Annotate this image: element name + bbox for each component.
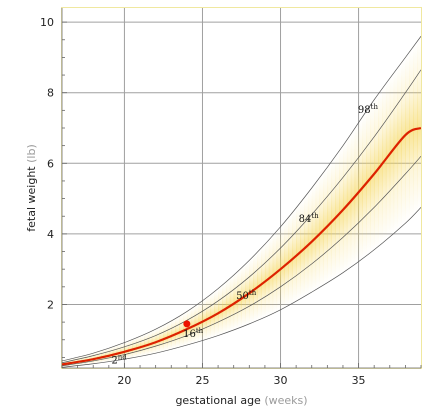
chart-marks: 2nd 16th 50th 84th 98th bbox=[111, 103, 378, 367]
tick-labels: 20 25 30 35 2 4 6 8 10 bbox=[40, 16, 422, 387]
band-strip bbox=[159, 325, 164, 352]
band-strip bbox=[296, 204, 301, 300]
band-strip bbox=[389, 75, 395, 235]
y-tick-label: 2 bbox=[47, 298, 54, 311]
percentile-line-2nd bbox=[62, 207, 421, 368]
band-strip bbox=[397, 65, 402, 229]
band-strip bbox=[393, 70, 399, 232]
band-strip bbox=[229, 276, 235, 331]
percentile-label: 2nd bbox=[111, 354, 127, 367]
band-strip bbox=[233, 272, 239, 329]
band-strip bbox=[163, 323, 168, 351]
band-strip bbox=[303, 195, 309, 296]
y-tick-label: 10 bbox=[40, 16, 54, 29]
band-strip bbox=[136, 336, 141, 357]
highlight-point bbox=[183, 320, 191, 328]
band-strip bbox=[378, 91, 383, 245]
y-tick-label: 8 bbox=[47, 87, 54, 100]
x-tick-label: 30 bbox=[274, 374, 288, 387]
median-line bbox=[62, 126, 421, 366]
band-strip bbox=[202, 298, 207, 340]
band-strip bbox=[300, 200, 305, 298]
percentile-label: 50th bbox=[236, 289, 257, 302]
band-strip bbox=[225, 279, 231, 332]
band-strip bbox=[143, 333, 149, 356]
band-strip bbox=[221, 283, 227, 334]
percentile-line-84th bbox=[62, 69, 421, 364]
x-axis-label: gestational age bbox=[175, 394, 261, 407]
y-tick-label: 6 bbox=[47, 157, 54, 170]
percentile-line-16th bbox=[62, 156, 421, 367]
band-strip bbox=[381, 86, 387, 242]
x-tick-label: 25 bbox=[195, 374, 209, 387]
x-axis-title: gestational age (weeks) bbox=[175, 394, 307, 407]
x-tick-label: 20 bbox=[117, 374, 131, 387]
percentile-label: 98th bbox=[358, 103, 379, 116]
band-strip bbox=[405, 54, 410, 222]
x-tick-label: 35 bbox=[352, 374, 366, 387]
band-strip bbox=[237, 269, 242, 328]
percentile-lines bbox=[62, 36, 421, 368]
y-axis-label: fetal weight bbox=[25, 166, 38, 232]
band-strip bbox=[401, 60, 406, 225]
y-tick-label: 4 bbox=[47, 228, 54, 241]
percentile-label: 16th bbox=[183, 327, 204, 340]
y-axis-title: fetal weight (lb) bbox=[25, 144, 38, 231]
band-strip bbox=[167, 321, 172, 350]
band-strip bbox=[140, 335, 145, 356]
band-strip bbox=[210, 292, 215, 338]
band-strip bbox=[409, 49, 414, 218]
band-strip bbox=[147, 331, 153, 355]
band-strip bbox=[417, 38, 421, 210]
band-strip bbox=[206, 295, 211, 339]
x-axis-unit: (weeks) bbox=[264, 394, 307, 407]
percentile-label: 84th bbox=[299, 212, 320, 225]
y-axis-unit: (lb) bbox=[25, 144, 38, 163]
band-strip bbox=[385, 81, 391, 239]
band-strip bbox=[171, 319, 176, 349]
band-strip bbox=[198, 301, 203, 341]
percentile-line-98th bbox=[62, 36, 421, 362]
